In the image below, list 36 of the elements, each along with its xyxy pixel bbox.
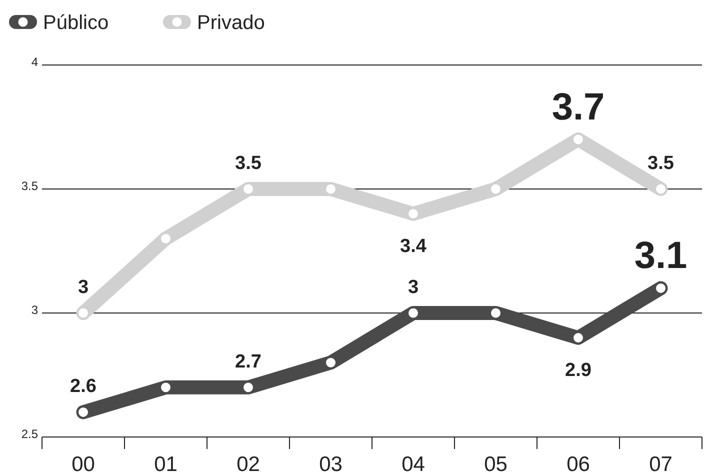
point: [572, 133, 584, 146]
point: [407, 306, 420, 320]
point: [242, 381, 254, 394]
x-tick-label: 01: [154, 453, 178, 474]
point: [77, 306, 90, 320]
legend-label: Público: [43, 12, 109, 34]
x-tick-label: 00: [72, 453, 95, 474]
point: [490, 182, 502, 196]
data-label: 2.7: [235, 351, 262, 372]
point: [160, 381, 172, 394]
point: [490, 306, 502, 320]
point: [324, 182, 337, 196]
legend-label: Privado: [197, 12, 265, 34]
data-label: 3.5: [235, 153, 262, 174]
data-label: 3.7: [552, 86, 605, 128]
y-tick-label: 2.5: [21, 427, 38, 441]
y-tick-label: 3: [31, 303, 38, 317]
point: [242, 182, 254, 196]
x-tick-label: 04: [402, 453, 426, 474]
point: [654, 182, 667, 196]
x-tick-label: 06: [566, 453, 590, 474]
y-tick-label: 4: [31, 55, 38, 69]
point: [160, 232, 172, 245]
data-label: 2.6: [70, 376, 96, 398]
x-tick-label: 05: [484, 453, 508, 474]
point: [324, 356, 337, 369]
data-label: 3: [408, 277, 419, 298]
data-label: 3.4: [400, 236, 427, 257]
data-label: 3.5: [648, 153, 674, 174]
data-label: 2.9: [565, 360, 592, 381]
data-label: 3.1: [634, 235, 688, 278]
data-label: 3: [78, 277, 89, 298]
y-tick-label: 3.5: [21, 179, 38, 193]
x-tick-label: 03: [319, 453, 342, 474]
x-tick-label: 07: [649, 453, 672, 474]
x-tick-label: 02: [236, 453, 260, 474]
